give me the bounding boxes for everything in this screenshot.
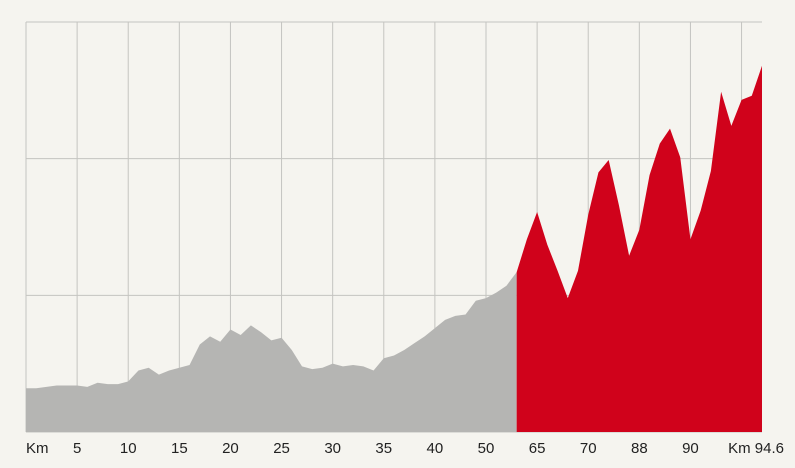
x-tick-label: Km: [26, 440, 49, 457]
elevation-area: [516, 65, 762, 432]
x-tick-label: 10: [120, 440, 137, 457]
x-tick-label: 20: [222, 440, 239, 457]
x-tick-label: 70: [580, 440, 597, 457]
x-tick-label: 5: [73, 440, 81, 457]
x-tick-label: 65: [529, 440, 546, 457]
x-tick-label: 40: [427, 440, 444, 457]
x-tick-label: 50: [478, 440, 495, 457]
x-tick-label: 35: [375, 440, 392, 457]
x-tick-label: 88: [631, 440, 648, 457]
x-tick-label: Km 94.6: [728, 440, 784, 457]
x-tick-label: 90: [682, 440, 699, 457]
x-tick-label: 25: [273, 440, 290, 457]
elevation-area: [26, 272, 517, 432]
x-tick-label: 30: [324, 440, 341, 457]
x-tick-label: 15: [171, 440, 188, 457]
